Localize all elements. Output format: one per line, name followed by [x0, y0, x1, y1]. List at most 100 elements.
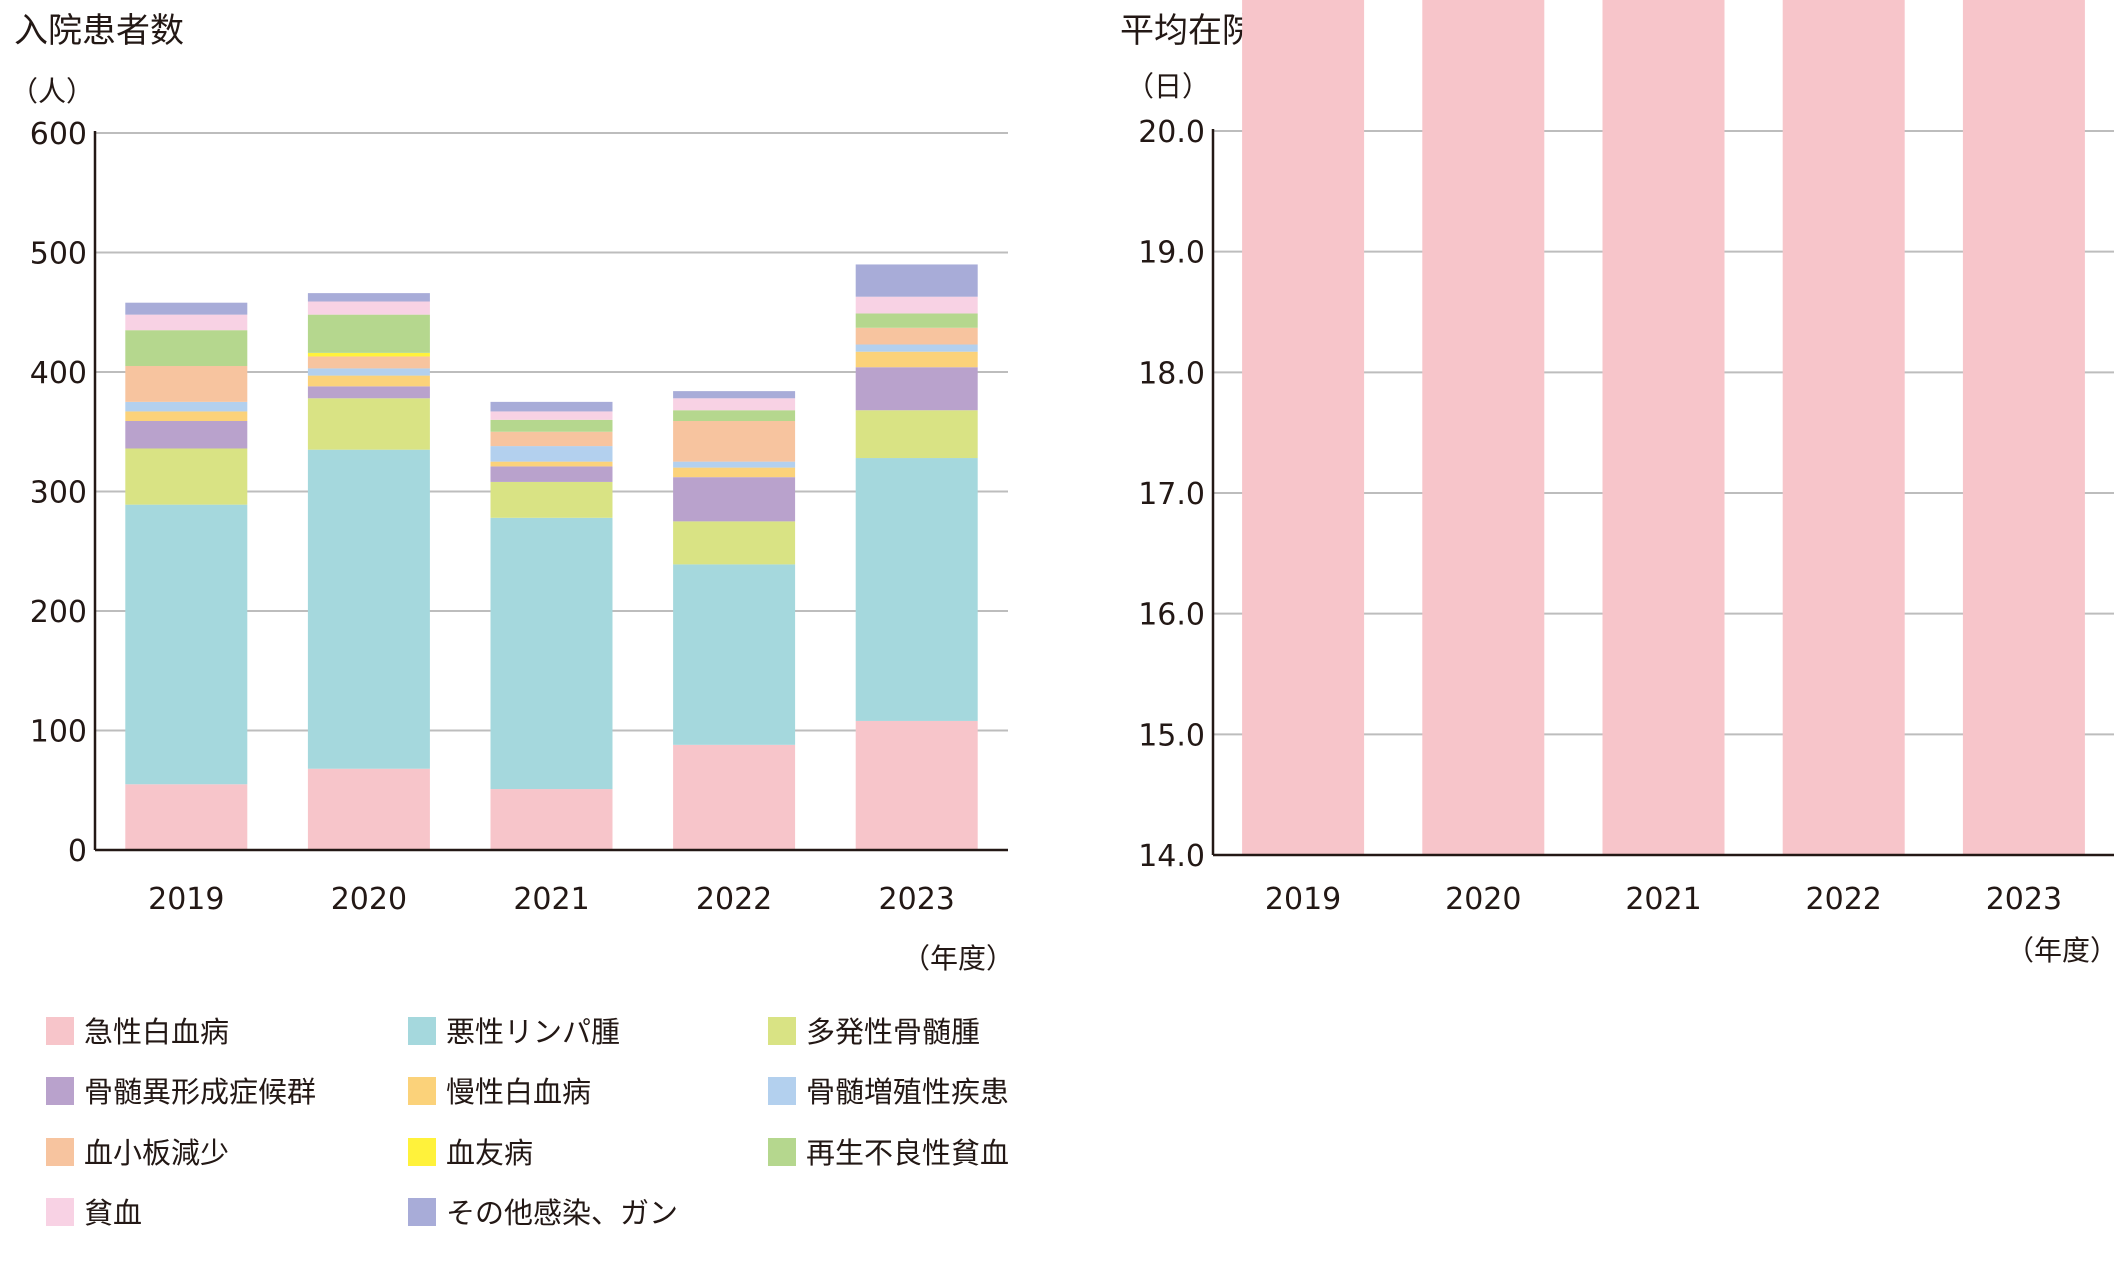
legend-label: 貧血 — [84, 1196, 142, 1230]
legend-item: 慢性白血病 — [408, 1075, 591, 1109]
left-bar-2023-骨髄増殖性疾患 — [855, 344, 978, 352]
left-bar-2019-再生不良性貧血 — [125, 330, 248, 367]
right-axes — [1211, 129, 2114, 857]
right-x-tick-labels: 2019 2020 2021 2022 2023 — [1265, 882, 2062, 917]
right-bar-2019-value — [1242, 0, 1365, 855]
left-bar-2023-急性白血病 — [855, 720, 978, 850]
left-bar-2023-多発性骨髄腫 — [855, 410, 978, 459]
left-bar-2021-骨髄増殖性疾患 — [490, 446, 613, 462]
right-x-tick-label: 2021 — [1625, 882, 1701, 917]
legend-swatch — [408, 1138, 436, 1166]
left-bar-2022-血小板減少 — [673, 420, 796, 462]
left-x-tick-label: 2021 — [513, 882, 589, 917]
left-bar-2019-骨髄増殖性疾患 — [125, 401, 248, 412]
left-bar-2021-急性白血病 — [490, 789, 613, 850]
legend-item: 貧血 — [46, 1196, 142, 1230]
left-bar-2020-その他感染、ガン — [307, 293, 430, 302]
left-bar-2019-慢性白血病 — [125, 411, 248, 421]
right-x-tick-label: 2020 — [1445, 882, 1521, 917]
right-y-tick-label: 19.0 — [1138, 236, 1205, 271]
left-bar-2021-慢性白血病 — [490, 461, 613, 467]
left-bar-2021-その他感染、ガン — [490, 401, 613, 412]
left-bar-2022-悪性リンパ腫 — [673, 564, 796, 745]
left-bar-2023-悪性リンパ腫 — [855, 458, 978, 721]
legend-item: 骨髄異形成症候群 — [46, 1075, 316, 1109]
left-bar-2021-悪性リンパ腫 — [490, 517, 613, 790]
legend-item: 再生不良性貧血 — [768, 1136, 1009, 1170]
legend-item: 血小板減少 — [46, 1136, 229, 1170]
legend-swatch — [46, 1017, 74, 1045]
left-axes — [93, 131, 1008, 852]
left-bar-2021-骨髄異形成症候群 — [490, 466, 613, 482]
left-y-tick-label: 400 — [30, 356, 87, 391]
left-y-tick-labels: 0 100 200 300 400 500 600 — [30, 117, 87, 869]
legend-swatch — [768, 1017, 796, 1045]
left-bar-2020-急性白血病 — [307, 768, 430, 850]
left-bar-2020-悪性リンパ腫 — [307, 449, 430, 769]
left-bar-2019-貧血 — [125, 314, 248, 331]
legend-label: 再生不良性貧血 — [806, 1136, 1009, 1170]
legend-swatch — [46, 1138, 74, 1166]
left-bar-2020-骨髄異形成症候群 — [307, 386, 430, 399]
right-bar-2023-value — [1962, 0, 2085, 855]
right-x-tick-label: 2022 — [1806, 882, 1882, 917]
left-x-tick-labels: 2019 2020 2021 2022 2023 — [148, 882, 955, 917]
left-bar-2023-慢性白血病 — [855, 351, 978, 368]
left-bars — [125, 264, 978, 850]
legend-swatch — [768, 1138, 796, 1166]
legend-swatch — [408, 1077, 436, 1105]
left-bar-2019-骨髄異形成症候群 — [125, 420, 248, 449]
left-bar-2019-悪性リンパ腫 — [125, 504, 248, 785]
left-bar-2019-多発性骨髄腫 — [125, 448, 248, 505]
left-bar-2020-慢性白血病 — [307, 375, 430, 387]
legend-label: 慢性白血病 — [446, 1075, 591, 1109]
legend-item: 悪性リンパ腫 — [408, 1015, 620, 1049]
right-y-tick-label: 17.0 — [1138, 477, 1205, 512]
right-bars — [1242, 0, 2085, 856]
left-bar-2023-貧血 — [855, 296, 978, 314]
legend-label: 多発性骨髄腫 — [806, 1015, 980, 1049]
left-y-tick-label: 0 — [68, 834, 87, 869]
left-bar-2022-骨髄増殖性疾患 — [673, 461, 796, 468]
right-bar-2022-value — [1782, 0, 1905, 855]
left-bar-2019-血小板減少 — [125, 366, 248, 402]
left-x-tick-label: 2023 — [879, 882, 955, 917]
right-x-tick-label: 2019 — [1265, 882, 1341, 917]
left-bar-2023-骨髄異形成症候群 — [855, 367, 978, 411]
right-y-unit: （日） — [1126, 70, 1210, 103]
right-y-tick-label: 16.0 — [1138, 598, 1205, 633]
right-bar-2021-value — [1602, 0, 1725, 855]
right-y-tick-label: 15.0 — [1138, 718, 1205, 753]
legend-label: 骨髄異形成症候群 — [84, 1075, 316, 1109]
left-bar-2023-血小板減少 — [855, 327, 978, 345]
legend-item: 血友病 — [408, 1136, 533, 1170]
left-bar-2022-その他感染、ガン — [673, 391, 796, 399]
legend-label: 血小板減少 — [84, 1136, 229, 1170]
legend-label: 悪性リンパ腫 — [446, 1015, 620, 1049]
legend-label: 骨髄増殖性疾患 — [806, 1075, 1009, 1109]
right-bar-2020-value — [1422, 0, 1545, 856]
legend-item: その他感染、ガン — [408, 1196, 678, 1230]
left-bar-2022-貧血 — [673, 398, 796, 411]
left-x-tick-label: 2019 — [148, 882, 224, 917]
left-x-tick-label: 2020 — [331, 882, 407, 917]
right-y-tick-label: 18.0 — [1138, 356, 1205, 391]
left-x-tick-label: 2022 — [696, 882, 772, 917]
legend-label: 急性白血病 — [84, 1015, 229, 1049]
right-y-tick-label: 14.0 — [1138, 839, 1205, 874]
legend-swatch — [768, 1077, 796, 1105]
left-bar-2021-多発性骨髄腫 — [490, 481, 613, 518]
left-bar-2020-貧血 — [307, 301, 430, 315]
left-bar-2020-多発性骨髄腫 — [307, 398, 430, 450]
left-bar-2019-急性白血病 — [125, 784, 248, 850]
legend-item: 急性白血病 — [46, 1015, 229, 1049]
left-bar-2021-再生不良性貧血 — [490, 419, 613, 432]
left-bar-2021-貧血 — [490, 411, 613, 420]
legend-swatch — [408, 1198, 436, 1226]
left-bar-2020-血友病 — [307, 352, 430, 357]
left-bar-2022-慢性白血病 — [673, 467, 796, 478]
left-bar-2021-血小板減少 — [490, 431, 613, 447]
